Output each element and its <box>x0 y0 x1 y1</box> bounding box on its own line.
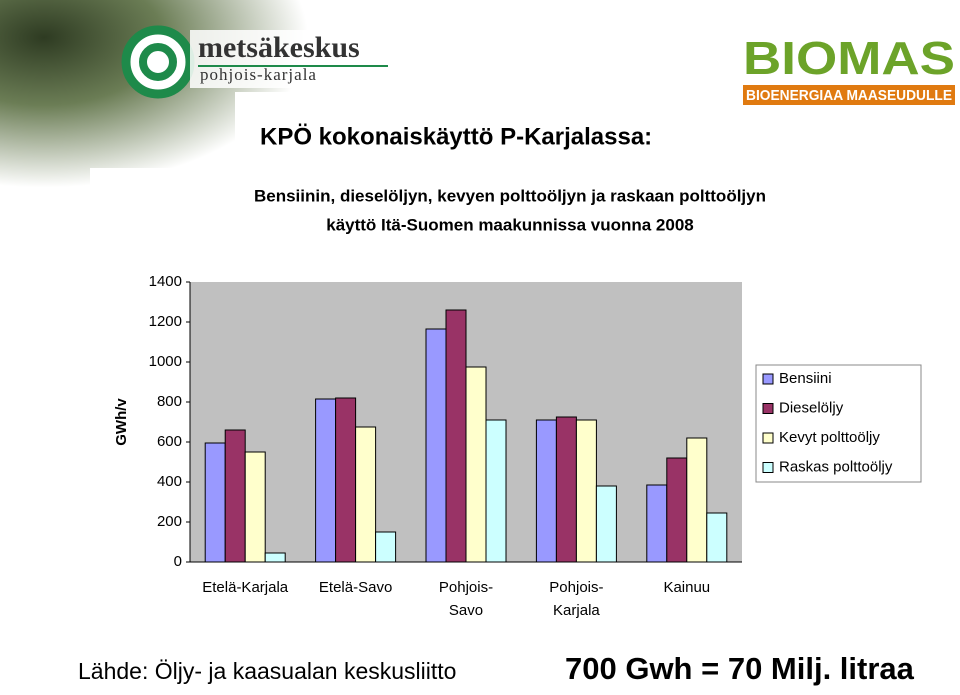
bar <box>335 397 357 563</box>
legend-swatch <box>762 373 774 385</box>
legend-swatch <box>762 462 774 473</box>
legend-swatch <box>762 432 774 444</box>
x-tick-label: Etelä-Savo <box>319 579 392 596</box>
left-logo: metsäkeskus pohjois-karjala <box>121 25 390 99</box>
bar <box>646 484 668 563</box>
photo-mask <box>235 92 465 182</box>
x-tick-label: Pohjois- Savo <box>439 579 493 619</box>
bar <box>706 512 728 563</box>
label-line: Kainuu <box>663 579 710 596</box>
y-tick-label: 1000 <box>149 353 182 370</box>
label-line: Savo <box>449 602 483 619</box>
y-axis-label: GWh/v <box>113 398 130 446</box>
bar <box>686 437 708 563</box>
legend-box <box>755 364 922 483</box>
x-tick-label: Etelä-Karjala <box>202 579 289 596</box>
bar <box>315 398 337 563</box>
bar <box>465 366 487 563</box>
x-tick-label: Kainuu <box>663 579 710 596</box>
bar <box>355 426 377 563</box>
bar <box>224 429 246 563</box>
bar <box>485 419 507 563</box>
y-tick-label: 1200 <box>149 313 182 330</box>
right-logo: BIOMAS BIOENERGIAA MAASEUDULLE <box>743 32 955 105</box>
chart-subtitle: käyttö Itä-Suomen maakunnissa vuonna 200… <box>326 215 694 234</box>
y-tick-label: 0 <box>174 553 182 570</box>
bar <box>445 309 467 563</box>
y-tick-label: 400 <box>157 473 182 490</box>
bar <box>666 457 688 563</box>
label-line: Pohjois- <box>439 579 493 596</box>
legend-label: Bensiini <box>779 370 832 387</box>
y-tick-label: 1400 <box>149 273 182 290</box>
label-line: Karjala <box>553 602 600 619</box>
legend-swatch <box>762 403 774 414</box>
bar <box>425 328 447 563</box>
note: 700 Gwh = 70 Milj. litraa <box>565 651 915 686</box>
chart-title: Bensiinin, dieselöljyn, kevyen polttoölj… <box>254 186 766 205</box>
bar <box>375 531 397 563</box>
x-tick-label: Pohjois- Karjala <box>549 579 603 619</box>
bar <box>535 419 557 563</box>
logo-tagline: BIOENERGIAA MAASEUDULLE <box>746 87 952 104</box>
bar <box>575 419 597 563</box>
label-line: Etelä-Karjala <box>202 579 289 596</box>
bar <box>244 451 266 563</box>
legend-label: Raskas polttoöljy <box>779 458 893 475</box>
bar <box>204 442 226 563</box>
label-line: Pohjois- <box>549 579 603 596</box>
logo-name: metsäkeskus <box>198 31 360 64</box>
photo-mask <box>90 168 440 258</box>
legend-label: Kevyt polttoöljy <box>779 429 880 446</box>
logo-band <box>743 85 955 105</box>
y-tick-label: 200 <box>157 513 182 530</box>
bar <box>264 552 286 563</box>
source: Lähde: Öljy- ja kaasualan keskusliitto <box>78 658 456 684</box>
bar <box>595 485 617 563</box>
label-line: Etelä-Savo <box>319 579 392 596</box>
legend-label: Dieselöljy <box>779 399 844 416</box>
y-tick-label: 800 <box>157 393 182 410</box>
slide-title: KPÖ kokonaiskäyttö P-Karjalassa: <box>260 123 652 150</box>
logo-ring <box>139 43 177 81</box>
bar <box>555 416 577 563</box>
logo-name: BIOMAS <box>743 32 955 84</box>
logo-bg <box>190 30 390 88</box>
logo-region: pohjois-karjala <box>200 65 317 84</box>
y-tick-label: 600 <box>157 433 182 450</box>
